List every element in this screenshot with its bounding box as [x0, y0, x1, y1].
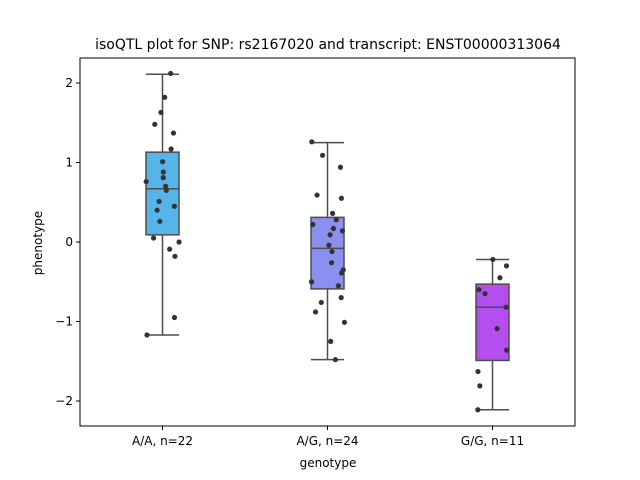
- data-point: [330, 225, 337, 232]
- data-point: [160, 159, 166, 165]
- plot-area: [143, 70, 510, 413]
- data-point: [171, 314, 178, 321]
- data-point: [490, 256, 496, 263]
- data-point: [329, 248, 335, 255]
- data-point: [309, 139, 315, 145]
- x-axis-label: genotype: [300, 456, 357, 470]
- data-point: [172, 253, 178, 259]
- data-point: [168, 70, 174, 77]
- data-point: [337, 164, 344, 170]
- data-point: [335, 283, 341, 289]
- data-point: [310, 221, 316, 228]
- data-point: [143, 178, 149, 185]
- data-point: [150, 235, 157, 241]
- data-point: [314, 192, 320, 198]
- data-point: [163, 187, 169, 193]
- data-point: [167, 246, 173, 252]
- data-point: [338, 270, 345, 276]
- chart-title: isoQTL plot for SNP: rs2167020 and trans…: [95, 37, 561, 53]
- plot-frame: [79, 57, 576, 427]
- x-tick-label: A/G, n=24: [296, 434, 358, 448]
- data-point: [158, 109, 164, 116]
- data-point: [163, 183, 169, 189]
- data-point: [327, 232, 333, 238]
- data-point: [497, 275, 503, 281]
- data-point: [503, 263, 510, 269]
- data-point: [328, 338, 334, 344]
- box-group: [143, 70, 182, 338]
- iqr-box: [145, 151, 180, 236]
- data-point: [503, 347, 510, 353]
- data-point: [312, 309, 319, 315]
- data-point: [339, 228, 346, 234]
- data-point: [494, 326, 500, 332]
- data-point: [476, 287, 482, 293]
- y-axis-label: phenotype: [31, 211, 45, 275]
- data-point: [341, 319, 348, 325]
- data-point: [477, 383, 483, 389]
- data-point: [338, 195, 345, 201]
- data-point: [144, 332, 150, 338]
- x-tick-label: A/A, n=22: [132, 434, 193, 448]
- box-group: [475, 256, 510, 413]
- data-point: [482, 291, 488, 297]
- y-tick-label: 2: [65, 76, 73, 90]
- data-point: [162, 94, 168, 100]
- axes: A/A, n=22 A/G, n=24 G/G, n=11 2 1 0 −1 −2: [55, 57, 576, 448]
- y-tick-label: −1: [55, 315, 73, 329]
- y-tick-label: 1: [65, 156, 73, 170]
- data-point: [328, 260, 335, 266]
- data-point: [326, 242, 332, 248]
- data-point: [168, 146, 174, 152]
- box-group: [308, 139, 348, 363]
- data-point: [332, 357, 339, 363]
- data-point: [475, 407, 481, 413]
- iqr-box: [475, 283, 510, 362]
- y-tick-label: 0: [65, 235, 73, 249]
- x-tick-label: G/G, n=11: [461, 434, 524, 448]
- data-point: [333, 217, 339, 223]
- data-point: [319, 152, 326, 158]
- data-point: [318, 299, 324, 306]
- data-point: [503, 304, 509, 310]
- y-tick-label: −2: [55, 394, 73, 408]
- data-point: [157, 218, 163, 224]
- data-point: [171, 203, 177, 209]
- data-point: [160, 169, 166, 175]
- data-point: [154, 207, 160, 213]
- data-point: [170, 130, 177, 136]
- data-point: [160, 175, 166, 181]
- data-point: [152, 121, 158, 127]
- data-point: [308, 279, 315, 285]
- data-point: [475, 368, 481, 375]
- data-point: [176, 239, 182, 245]
- data-point: [329, 210, 336, 216]
- iqr-box: [310, 216, 345, 290]
- data-point: [338, 295, 344, 301]
- data-point: [156, 198, 162, 205]
